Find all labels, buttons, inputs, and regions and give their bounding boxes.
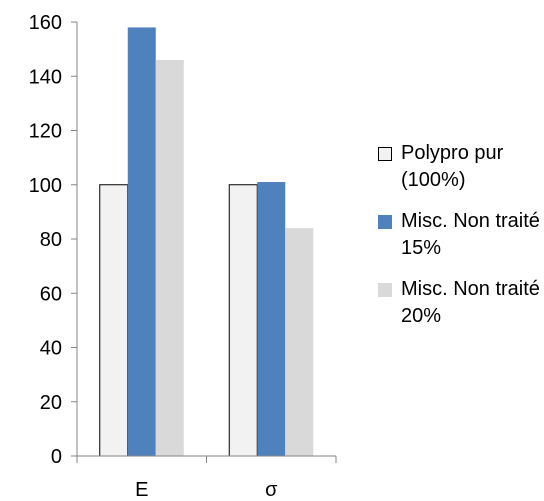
y-tick-label: 100 <box>29 175 62 197</box>
bars <box>99 27 314 457</box>
y-tick-label: 160 <box>29 12 62 34</box>
bar-sigma-series-3 <box>285 228 314 456</box>
legend-label: Misc. Non traité 20% <box>401 278 540 327</box>
bar-sigma-series-1 <box>228 184 258 457</box>
legend-item-non-traite-15: Misc. Non traité 15% <box>376 208 544 262</box>
bar-E-series-2 <box>127 27 156 457</box>
y-axis: 0 20 40 60 80 100 120 140 160 <box>29 12 78 468</box>
y-tick-label: 60 <box>40 283 62 305</box>
x-category-label: σ <box>265 479 278 501</box>
y-tick-label: 80 <box>40 229 62 251</box>
legend-swatch-polypro-pur <box>378 147 392 161</box>
y-tick-label: 40 <box>40 338 62 360</box>
legend-swatch-non-traite-20 <box>378 283 392 297</box>
legend-label: Misc. Non traité 15% <box>401 210 540 259</box>
y-tick-label: 120 <box>29 121 62 143</box>
legend-label: Polypro pur (100%) <box>401 142 504 191</box>
legend-item-polypro-pur: Polypro pur (100%) <box>376 140 544 194</box>
y-tick-label: 140 <box>29 66 62 88</box>
bar-sigma-series-2 <box>257 182 286 456</box>
y-tick-label: 0 <box>51 446 62 468</box>
bar-E-series-1 <box>99 184 129 457</box>
legend-item-non-traite-20: Misc. Non traité 20% <box>376 276 544 330</box>
bar-E-series-3 <box>155 59 184 456</box>
y-tick-label: 20 <box>40 392 62 414</box>
x-category-label: E <box>135 479 148 501</box>
legend: Polypro pur (100%) Misc. Non traité 15% … <box>376 140 544 344</box>
legend-swatch-non-traite-15 <box>378 215 392 229</box>
